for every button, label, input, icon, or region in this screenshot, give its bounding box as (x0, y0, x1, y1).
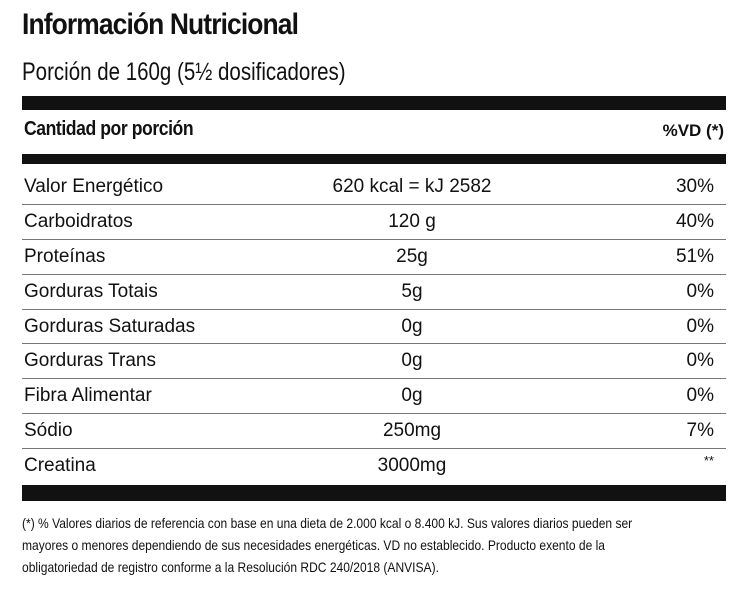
header-divider (22, 154, 726, 164)
top-divider (22, 96, 726, 110)
nutrient-name: Gorduras Saturadas (24, 315, 196, 337)
bottom-divider (22, 485, 726, 501)
nutrient-amount: 0g (401, 315, 423, 337)
nutrient-daily-value: 7% (686, 420, 714, 442)
nutrient-name: Creatina (24, 455, 96, 477)
nutrient-amount: 620 kcal = kJ 2582 (332, 176, 492, 197)
footnote-line: (*) % Valores diarios de referencia con … (22, 515, 633, 531)
nutrient-amount: 120 g (388, 210, 436, 232)
nutrient-name: Gorduras Totais (24, 280, 158, 302)
nutrient-table: Valor Energético 620 kcal = kJ 2582 30% … (22, 170, 726, 484)
nutrient-name: Proteínas (24, 245, 106, 267)
nutrient-daily-value: 40% (675, 210, 714, 232)
nutrient-daily-value: 0% (686, 350, 714, 372)
nutrient-daily-value: ** (703, 453, 714, 469)
nutrient-amount: 3000mg (377, 455, 447, 477)
nutrient-daily-value: 51% (675, 245, 714, 267)
amount-per-serving-header: Cantidad por porción (24, 118, 194, 140)
nutrient-amount: 25g (396, 245, 428, 267)
nutrient-row: Sódio 250mg 7% (22, 414, 726, 450)
nutrient-name: Fibra Alimentar (24, 385, 152, 407)
nutrient-daily-value: 0% (686, 315, 714, 337)
label-title: Información Nutricional (22, 8, 299, 41)
footnote: (*) % Valores diarios de referencia con … (22, 512, 710, 578)
nutrient-row: Proteínas 25g 51% (22, 240, 726, 275)
nutrient-row: Gorduras Trans 0g 0% (22, 344, 726, 380)
nutrient-amount: 250mg (382, 420, 442, 442)
nutrient-name: Gorduras Trans (24, 350, 156, 372)
daily-value-header: %VD (*) (662, 121, 724, 140)
nutrient-row: Gorduras Saturadas 0g 0% (22, 310, 726, 345)
serving-size: Porción de 160g (5½ dosificadores) (22, 58, 346, 86)
footnote-line: mayores o menores dependiendo de sus nec… (22, 537, 605, 553)
nutrient-name: Carboidratos (24, 210, 133, 232)
nutrient-name: Sódio (24, 420, 73, 442)
nutrient-daily-value: 30% (675, 176, 714, 197)
nutrient-daily-value: 0% (686, 280, 714, 302)
nutrient-amount: 0g (401, 385, 423, 407)
nutrient-name: Valor Energético (24, 176, 164, 197)
nutrient-row: Gorduras Totais 5g 0% (22, 275, 726, 310)
nutrient-amount: 0g (401, 350, 423, 372)
nutrient-daily-value: 0% (686, 385, 714, 407)
footnote-line: obligatoriedad de registro conforme a la… (22, 559, 439, 575)
nutrient-row: Creatina 3000mg ** (22, 449, 726, 484)
nutrient-row: Valor Energético 620 kcal = kJ 2582 30% (22, 170, 726, 205)
nutrient-row: Fibra Alimentar 0g 0% (22, 379, 726, 415)
nutrient-amount: 5g (401, 280, 423, 302)
nutrient-row: Carboidratos 120 g 40% (22, 205, 726, 240)
